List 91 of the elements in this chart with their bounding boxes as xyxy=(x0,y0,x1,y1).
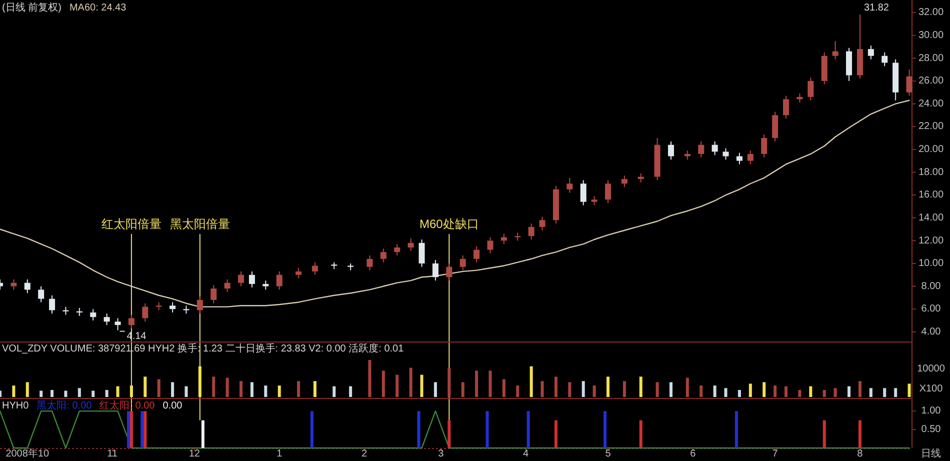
candlestick xyxy=(312,262,318,276)
candlestick xyxy=(566,177,573,194)
candlestick xyxy=(276,270,282,290)
x-tick-label: 2 xyxy=(361,448,368,460)
x-tick-label: 11 xyxy=(107,448,118,460)
candlestick xyxy=(668,140,674,160)
text: 黑太阳: 0.00 xyxy=(36,400,92,412)
x-tick-label: 12 xyxy=(188,448,200,460)
candlestick xyxy=(500,233,507,245)
candlestick xyxy=(722,148,729,160)
candlestick xyxy=(418,239,425,268)
series-label: 红太阳: 0.00 xyxy=(100,400,156,412)
candlestick xyxy=(528,223,534,240)
y-tick-label: 6.00 xyxy=(921,304,942,315)
candlestick xyxy=(90,308,96,321)
annotation: 红太阳倍量 xyxy=(101,217,162,231)
candlestick xyxy=(487,236,494,254)
y-tick-label: 16.00 xyxy=(918,190,944,201)
candlestick xyxy=(474,246,480,263)
y-tick-label: 14.00 xyxy=(918,212,944,224)
x-tick-label: 6 xyxy=(690,448,696,460)
candlestick xyxy=(104,313,110,326)
candlestick xyxy=(10,278,17,290)
x-axis-title: 日线 xyxy=(921,447,941,460)
candlestick xyxy=(698,140,704,158)
candlestick xyxy=(846,47,852,82)
candlestick xyxy=(460,254,466,271)
y-tick-label: 28.00 xyxy=(918,52,944,64)
candlestick xyxy=(605,180,611,204)
candlestick xyxy=(783,95,790,120)
candlestick xyxy=(238,270,244,287)
candlestick xyxy=(408,238,414,252)
text: 0.00 xyxy=(162,400,183,412)
candlestick xyxy=(262,280,269,290)
y-tick-label: 0.50 xyxy=(921,424,942,436)
chart-title: HYH0 xyxy=(2,400,30,412)
candlestick xyxy=(539,216,546,231)
annotation: 黑太阳倍量 xyxy=(170,217,230,231)
y-tick-label: 4.00 xyxy=(921,326,942,338)
y-axis-title: X100 xyxy=(919,384,944,395)
candlestick xyxy=(761,134,768,158)
candlestick xyxy=(621,175,628,188)
candlestick xyxy=(224,278,230,292)
candlestick xyxy=(248,270,255,288)
x-tick-label: 8 xyxy=(857,448,864,460)
x-tick-label: 1 xyxy=(276,448,283,460)
candlestick xyxy=(580,180,586,206)
candlestick xyxy=(38,286,44,303)
candlestick xyxy=(772,111,778,142)
candlestick xyxy=(49,294,56,314)
y-tick-label: 22.00 xyxy=(918,121,944,132)
candlestick xyxy=(736,152,742,165)
annotation: M60处缺口 xyxy=(419,217,479,231)
candlestick xyxy=(712,140,718,156)
y-tick-label: 26.00 xyxy=(918,76,944,87)
candlestick xyxy=(366,254,373,271)
candlestick xyxy=(882,52,888,67)
candlestick xyxy=(170,302,176,313)
y-tick-label: 20.00 xyxy=(918,144,944,156)
candlestick xyxy=(380,248,386,263)
x-tick-label: 4 xyxy=(523,448,530,460)
candlestick xyxy=(432,260,438,282)
candlestick xyxy=(296,268,302,279)
x-tick-label: 3 xyxy=(438,448,444,460)
candlestick xyxy=(868,45,874,60)
candlestick xyxy=(747,150,754,165)
candlestick xyxy=(832,40,838,60)
y-tick-label: 32.00 xyxy=(918,7,944,18)
y-tick-label: 24.00 xyxy=(918,98,944,110)
annotation: 31.82 xyxy=(864,2,890,14)
candlestick xyxy=(24,278,30,294)
y-tick-label: 1.00 xyxy=(921,406,942,417)
candlestick xyxy=(196,296,203,314)
candlestick xyxy=(210,284,217,304)
candlestick xyxy=(808,77,814,101)
x-tick-label: 2008年10 xyxy=(6,447,50,460)
candlestick xyxy=(394,244,400,256)
x-tick-label: 7 xyxy=(772,448,778,460)
chart-title: (日线 前复权) xyxy=(2,2,62,14)
text: MA60: 24.43 xyxy=(69,2,127,14)
y-tick-label: 18.00 xyxy=(918,166,944,178)
text: 10000 xyxy=(917,364,946,375)
y-tick-label: 12.00 xyxy=(918,235,944,246)
candlestick xyxy=(128,314,134,329)
y-tick-label: 8.00 xyxy=(921,280,942,292)
x-tick-label: 5 xyxy=(605,448,612,460)
y-tick-label: 10.00 xyxy=(918,258,944,270)
candlestick xyxy=(446,262,452,282)
y-tick-label: 30.00 xyxy=(918,30,944,41)
candlestick xyxy=(591,196,598,206)
candlestick xyxy=(142,302,148,322)
